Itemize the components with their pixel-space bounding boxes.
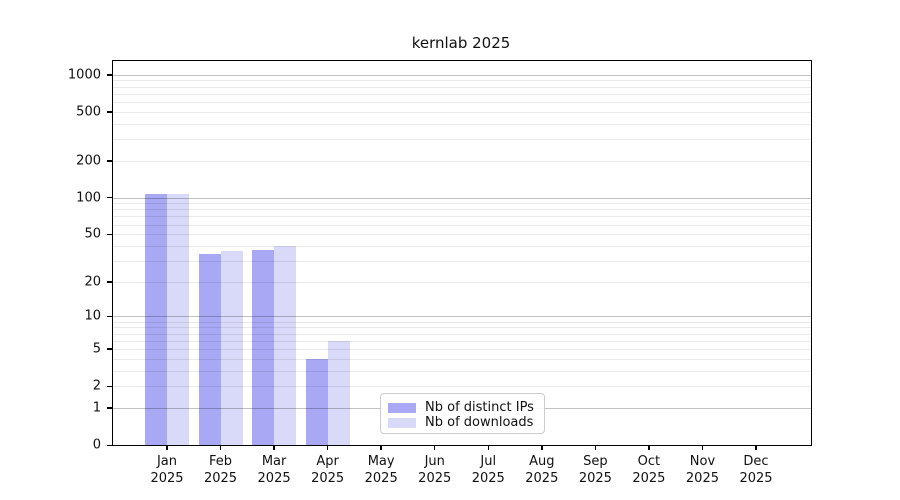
y-tick-mark [107,74,112,76]
y-gridline-major [113,74,811,76]
y-tick-label: 500 [76,104,101,120]
y-tick-mark [107,315,112,318]
y-gridline-minor [113,123,811,125]
x-tick-mark [434,445,436,450]
y-tick-mark [107,407,112,409]
y-gridline-minor [113,245,811,247]
y-gridline-minor [113,224,811,226]
y-gridline-minor [113,358,811,360]
legend-label-downloads: Nb of downloads [425,415,534,430]
x-tick-mark [219,445,222,450]
x-tick-label: Feb 2025 [203,454,238,486]
x-tick-mark [326,445,329,450]
y-tick-label: 10 [84,308,101,324]
y-gridline-minor [113,321,811,323]
x-tick-mark [755,445,757,450]
y-gridline-minor [113,93,811,95]
bar-downloads-feb [220,251,243,445]
bar-distinct-ips-jan [145,193,167,445]
x-tick-label: May 2025 [364,454,398,486]
y-gridline-minor [113,340,811,342]
y-tick-mark [107,385,112,387]
y-gridline-minor [113,139,811,141]
x-tick-label: Jun 2025 [418,454,452,486]
x-tick-label: Dec 2025 [739,454,773,486]
bar-distinct-ips-apr [305,358,328,445]
y-tick-label: 0 [92,437,101,453]
x-tick-mark [594,445,597,450]
y-tick-mark [107,281,112,283]
y-gridline-minor [113,333,811,335]
x-tick-mark [487,445,489,450]
y-gridline-minor [113,160,811,162]
y-tick-label: 2 [92,378,101,394]
plot-area: 0 1 2 5 10 20 50 100 200 500 1000 Jan 2025 Feb 2025 Mar… [68,60,812,486]
x-tick-label: Jul 2025 [471,454,505,486]
x-tick-label: Nov 2025 [685,454,719,486]
y-gridline-minor [113,111,811,113]
y-tick-label: 1000 [67,67,101,83]
bar-downloads-apr [327,340,350,445]
y-tick-label: 200 [76,153,101,169]
y-gridline-minor [113,327,811,329]
y-tick-mark [107,197,112,199]
legend-label-distinct-ips: Nb of distinct IPs [425,400,534,415]
x-tick-mark [273,445,275,450]
bar-downloads-jan [167,193,189,445]
y-gridline-minor [113,209,811,211]
y-tick-label: 1 [92,400,101,416]
y-gridline-minor [113,281,811,283]
y-gridline-minor [113,370,811,372]
x-tick-label: Sep 2025 [578,454,612,486]
y-gridline-minor [113,86,811,88]
y-tick-label: 50 [84,226,101,242]
x-tick-mark [701,445,704,450]
y-gridline-minor [113,216,811,218]
x-tick-mark [541,445,543,450]
y-gridline-major [113,197,811,199]
x-tick-label: Apr 2025 [311,454,345,486]
x-tick-label: Mar 2025 [257,454,291,486]
y-gridline-minor [113,101,811,103]
chart-title: kernlab 2025 [411,34,511,52]
y-tick-mark [107,160,112,162]
y-gridline-minor [113,203,811,205]
y-gridline-minor [113,260,811,262]
y-gridline-minor [113,348,811,350]
y-tick-mark [107,111,112,113]
y-gridline-minor [113,234,811,236]
y-gridline-major [113,316,811,318]
y-tick-mark [107,348,112,350]
y-tick-label: 20 [84,274,101,290]
legend-entry-distinct-ips: Nb of distinct IPs [388,400,535,415]
y-tick-mark [107,233,112,236]
legend: Nb of distinct IPs Nb of downloads [380,393,545,434]
x-tick-label: Aug 2025 [525,454,559,486]
x-tick-mark [380,445,382,450]
x-tick-mark [166,445,168,450]
y-tick-label: 100 [76,190,101,206]
legend-entry-downloads: Nb of downloads [388,415,535,430]
legend-swatch-distinct-ips [388,402,416,413]
legend-swatch-downloads [388,417,416,428]
y-tick-mark [107,444,112,446]
bar-downloads-mar [274,245,297,445]
bar-distinct-ips-mar [252,250,275,445]
y-gridline-minor [113,80,811,82]
x-tick-label: Jan 2025 [150,454,184,486]
y-gridline-minor [113,386,811,388]
x-tick-mark [648,445,650,450]
y-tick-label: 5 [92,341,101,357]
bar-distinct-ips-feb [198,254,221,445]
x-tick-label: Oct 2025 [632,454,666,486]
